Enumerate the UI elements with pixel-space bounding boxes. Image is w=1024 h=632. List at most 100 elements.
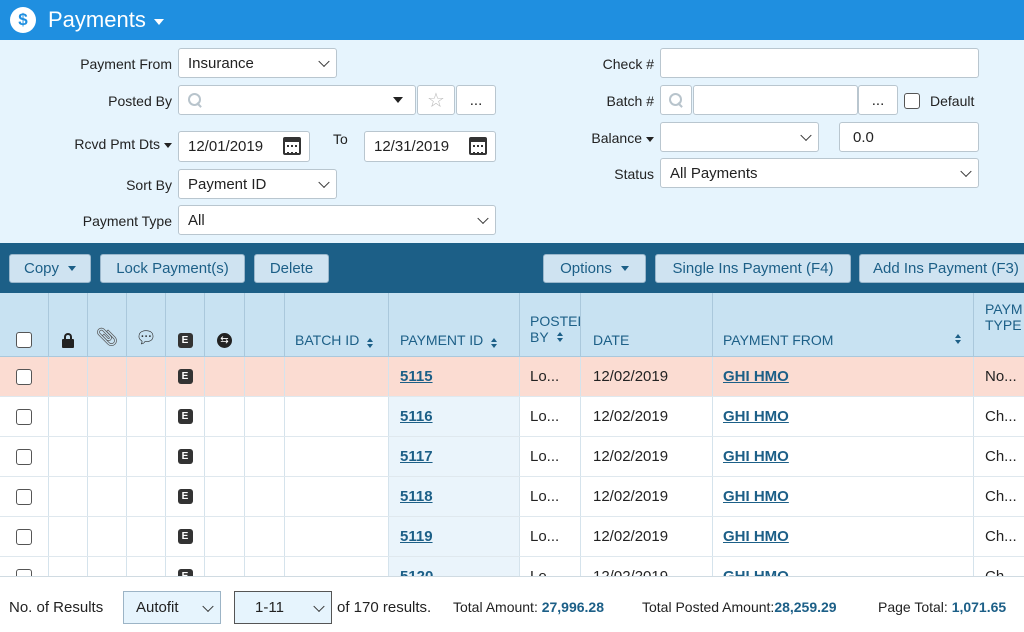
total-posted-amount: Total Posted Amount:28,259.29 (642, 599, 837, 615)
transfer-icon: ⇆ (217, 333, 232, 348)
row-checkbox[interactable] (16, 368, 32, 385)
payment-type-cell: Ch... (974, 397, 1024, 436)
col-date[interactable]: DATE (581, 293, 713, 356)
col-payment-id[interactable]: PAYMENT ID (389, 293, 520, 356)
payment-from-link[interactable]: GHI HMO (723, 568, 789, 576)
to-label: To (333, 131, 348, 147)
electronic-icon: E (177, 569, 193, 576)
date-to-input[interactable]: 12/31/2019 (364, 131, 496, 162)
check-label: Check # (602, 56, 654, 72)
date-from-input[interactable]: 12/01/2019 (178, 131, 310, 162)
table-row[interactable]: E 5115 Lo... 12/02/2019 GHI HMO No... (0, 357, 1024, 397)
batch-input[interactable] (693, 85, 858, 115)
payment-id-link[interactable]: 5120 (400, 568, 433, 576)
electronic-icon: E (177, 333, 193, 348)
electronic-icon: E (177, 529, 193, 544)
batch-search-button[interactable] (660, 85, 692, 115)
payment-type-cell: No... (974, 357, 1024, 396)
sort-by-label: Sort By (126, 177, 172, 193)
chevron-down-icon (313, 600, 325, 612)
autofit-select[interactable]: Autofit (123, 591, 221, 624)
single-ins-payment-button[interactable]: Single Ins Payment (F4) (655, 254, 851, 283)
table-row[interactable]: E 5120 Lo...12/02/2019 GHI HMO Ch... (0, 557, 1024, 576)
balance-input[interactable]: 0.0 (839, 122, 979, 152)
payment-type-cell: Ch... (974, 557, 1024, 576)
posted-by-cell: Lo... (520, 517, 581, 556)
payment-from-link[interactable]: GHI HMO (723, 408, 789, 425)
payment-from-label: Payment From (80, 56, 172, 72)
row-checkbox[interactable] (16, 568, 32, 576)
calendar-icon[interactable] (283, 137, 301, 155)
copy-button[interactable]: Copy (9, 254, 91, 283)
payment-id-link[interactable]: 5116 (400, 408, 433, 425)
lock-icon (62, 333, 74, 348)
row-checkbox[interactable] (16, 488, 32, 505)
table-row[interactable]: E 5119 Lo... 12/02/2019 GHI HMO Ch... (0, 517, 1024, 557)
page-title[interactable]: Payments (48, 7, 146, 32)
lock-payments-button[interactable]: Lock Payment(s) (100, 254, 245, 283)
payment-id-link[interactable]: 5115 (400, 368, 433, 385)
date-to-value: 12/31/2019 (374, 138, 450, 155)
row-checkbox[interactable] (16, 528, 32, 545)
row-checkbox[interactable] (16, 408, 32, 425)
check-input[interactable] (660, 48, 979, 78)
title-dropdown-icon[interactable] (153, 19, 164, 25)
calendar-icon[interactable] (469, 137, 487, 155)
chevron-down-icon (800, 129, 812, 142)
payment-type-cell: Ch... (974, 437, 1024, 476)
options-button[interactable]: Options (543, 254, 646, 283)
status-value: All Payments (670, 164, 758, 182)
batch-id-cell (285, 357, 389, 396)
results-count: of 170 results. (337, 599, 432, 616)
batch-id-cell (285, 437, 389, 476)
rcvd-pmt-dts-label[interactable]: Rcvd Pmt Dts (20, 136, 172, 152)
col-payment-type[interactable]: PAYM TYPE (974, 293, 1024, 356)
default-label: Default (930, 93, 975, 109)
default-checkbox[interactable] (904, 93, 920, 109)
payment-from-link[interactable]: GHI HMO (723, 448, 789, 465)
payment-from-link[interactable]: GHI HMO (723, 488, 789, 505)
batch-more-button[interactable]: ... (858, 85, 898, 115)
posted-by-more-button[interactable]: ... (456, 85, 496, 115)
payment-from-link[interactable]: GHI HMO (723, 368, 789, 385)
status-select[interactable]: All Payments (660, 158, 979, 188)
row-checkbox[interactable] (16, 448, 32, 465)
electronic-icon: E (177, 489, 193, 504)
chevron-down-icon (318, 176, 330, 189)
app-header: $ Payments (0, 0, 1024, 40)
payment-id-link[interactable]: 5119 (400, 528, 433, 545)
posted-by-cell: Lo... (520, 437, 581, 476)
status-label: Status (614, 166, 654, 182)
add-ins-payment-button[interactable]: Add Ins Payment (F3) (859, 254, 1024, 283)
payment-from-select[interactable]: Insurance (178, 48, 337, 78)
favorite-star-icon[interactable]: ☆ (417, 85, 455, 115)
range-select[interactable]: 1-11 (234, 591, 332, 624)
select-all-checkbox[interactable] (16, 332, 32, 348)
balance-operator-select[interactable] (660, 122, 819, 152)
table-row[interactable]: E 5118 Lo... 12/02/2019 GHI HMO Ch... (0, 477, 1024, 517)
col-posted-by[interactable]: POSTEDBY (520, 293, 581, 356)
dollar-icon: $ (10, 7, 36, 33)
search-icon (669, 93, 683, 107)
date-cell: 12/02/2019 (581, 397, 713, 436)
table-row[interactable]: E 5116 Lo... 12/02/2019 GHI HMO Ch... (0, 397, 1024, 437)
table-row[interactable]: E 5117 Lo... 12/02/2019 GHI HMO Ch... (0, 437, 1024, 477)
posted-by-cell: Lo... (520, 357, 581, 396)
col-payment-from[interactable]: PAYMENT FROM (713, 293, 974, 356)
payment-id-link[interactable]: 5117 (400, 448, 433, 465)
payment-id-link[interactable]: 5118 (400, 488, 433, 505)
date-cell: 12/02/2019 (581, 477, 713, 516)
col-batch-id[interactable]: BATCH ID (285, 293, 389, 356)
payment-type-select[interactable]: All (178, 205, 496, 235)
delete-button[interactable]: Delete (254, 254, 329, 283)
payment-type-cell: Ch... (974, 477, 1024, 516)
chevron-down-icon (318, 55, 330, 68)
paperclip-icon: 📎︎ (95, 327, 119, 347)
posted-by-select[interactable] (178, 85, 416, 115)
payment-from-link[interactable]: GHI HMO (723, 528, 789, 545)
chevron-down-icon (477, 212, 489, 225)
posted-by-cell: Lo... (520, 557, 581, 576)
sort-by-select[interactable]: Payment ID (178, 169, 337, 199)
search-icon (188, 93, 202, 107)
balance-label[interactable]: Balance (560, 130, 654, 146)
